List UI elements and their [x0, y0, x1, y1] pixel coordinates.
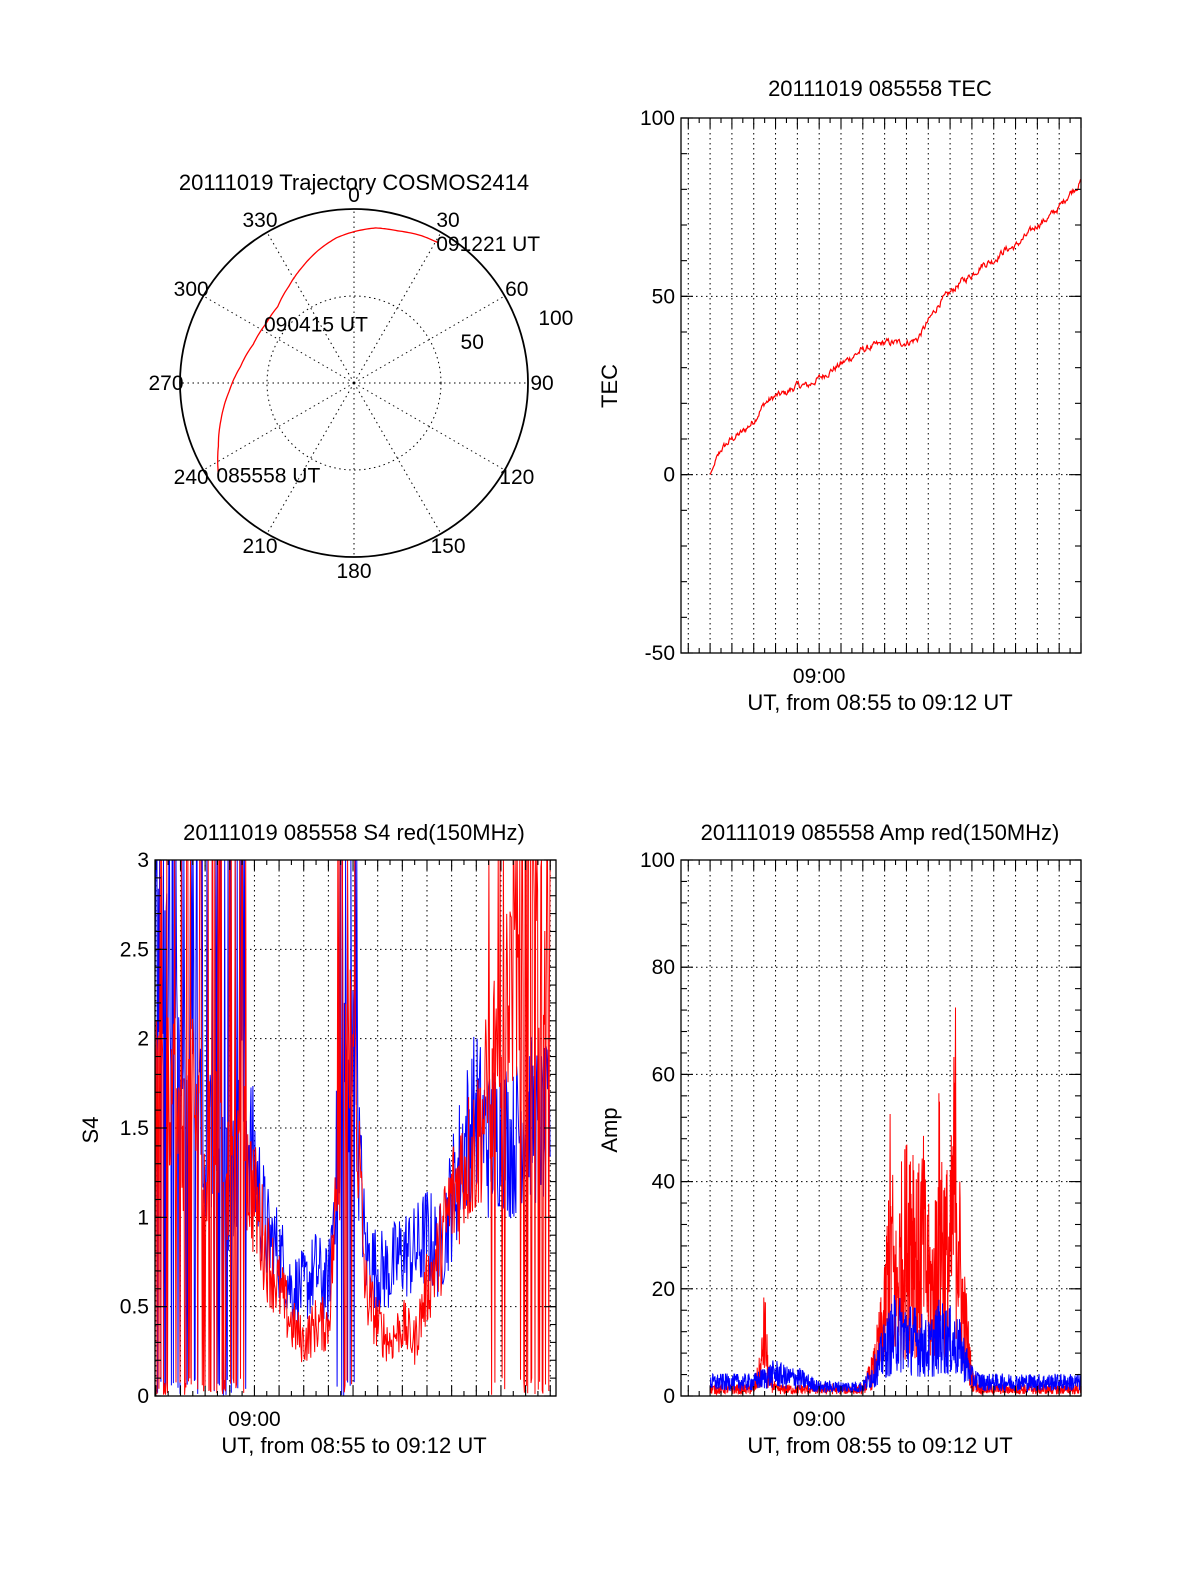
y-tick-label: 0 [663, 1385, 675, 1408]
y-tick-label: 0 [663, 464, 675, 487]
polar-spoke-60 [353, 295, 505, 384]
x-tick-label: 09:00 [793, 665, 846, 688]
y-tick-label: 50 [652, 285, 675, 308]
y-tick-label: 20 [652, 1278, 675, 1301]
amp-series-blue [709, 1294, 1082, 1394]
y-tick-label: 60 [652, 1063, 675, 1086]
polar-outer-ring [179, 208, 529, 558]
polar-azimuth-label-0: 0 [348, 184, 360, 207]
s4-x-axis-label: UT, from 08:55 to 09:12 UT [221, 1433, 486, 1458]
polar-spoke-30 [353, 232, 442, 384]
polar-azimuth-label-30: 30 [436, 209, 459, 232]
y-tick-label: 80 [652, 956, 675, 979]
y-tick-label: 0.5 [120, 1296, 149, 1319]
y-tick-label: -50 [645, 642, 675, 665]
polar-time-annotation: 091221 UT [436, 233, 540, 256]
amp-y-axis-label: Amp [597, 1107, 622, 1152]
y-tick-label: 1.5 [120, 1117, 149, 1140]
polar-spoke-210 [266, 382, 355, 534]
tec-chart: 20111019 085558 TEC UT, from 08:55 to 09… [597, 76, 1082, 715]
polar-trajectory-chart: 20111019 Trajectory COSMOS2414 0 30 60 90 12… [148, 170, 573, 583]
polar-spoke-330 [266, 232, 355, 384]
polar-radius-label-50: 50 [461, 331, 484, 354]
y-tick-label: 2.5 [120, 938, 149, 961]
polar-trajectory-line [217, 227, 439, 475]
polar-azimuth-label-210: 210 [242, 535, 277, 558]
polar-azimuth-label-270: 270 [148, 372, 183, 395]
amp-chart-title: 20111019 085558 Amp red(150MHz) [701, 820, 1060, 845]
polar-chart-title: 20111019 Trajectory COSMOS2414 [179, 170, 529, 195]
polar-time-annotation: 090415 UT [264, 314, 368, 337]
x-tick-label: 09:00 [793, 1408, 846, 1431]
plot-frame [680, 117, 1082, 654]
polar-spoke-150 [353, 382, 442, 534]
tec-chart-title: 20111019 085558 TEC [768, 76, 992, 101]
polar-radius-label-100: 100 [538, 307, 573, 330]
tec-y-axis-label: TEC [597, 364, 622, 408]
y-tick-label: 1 [137, 1206, 149, 1229]
polar-azimuth-label-180: 180 [336, 560, 371, 583]
s4-series-red [154, 859, 551, 1395]
s4-chart-title: 20111019 085558 S4 red(150MHz) [183, 820, 525, 845]
y-tick-label: 0 [137, 1385, 149, 1408]
polar-azimuth-label-120: 120 [499, 466, 534, 489]
y-tick-label: 40 [652, 1171, 675, 1194]
polar-spoke-300 [203, 295, 355, 384]
polar-azimuth-label-240: 240 [174, 466, 209, 489]
tec-x-axis-label: UT, from 08:55 to 09:12 UT [747, 690, 1012, 715]
polar-time-annotation: 085558 UT [216, 464, 320, 487]
polar-spoke-120 [353, 382, 505, 471]
polar-azimuth-label-90: 90 [530, 372, 553, 395]
x-tick-label: 09:00 [228, 1408, 281, 1431]
polar-azimuth-label-300: 300 [174, 278, 209, 301]
polar-azimuth-label-60: 60 [505, 278, 528, 301]
polar-spoke-240 [203, 382, 355, 471]
y-tick-label: 3 [137, 849, 149, 872]
s4-chart: 20111019 085558 S4 red(150MHz) UT, from … [78, 820, 557, 1458]
y-tick-label: 100 [640, 107, 675, 130]
y-tick-label: 2 [137, 1028, 149, 1051]
amp-chart: 20111019 085558 Amp red(150MHz) UT, from… [597, 820, 1082, 1458]
polar-radius-ring-50 [266, 295, 442, 471]
plot-frame [680, 859, 1082, 1397]
y-tick-label: 100 [640, 849, 675, 872]
s4-y-axis-label: S4 [78, 1117, 103, 1144]
plot-frame [154, 859, 557, 1397]
polar-azimuth-label-150: 150 [430, 535, 465, 558]
tec-series-line [709, 178, 1082, 475]
amp-x-axis-label: UT, from 08:55 to 09:12 UT [747, 1433, 1012, 1458]
polar-azimuth-label-330: 330 [242, 209, 277, 232]
